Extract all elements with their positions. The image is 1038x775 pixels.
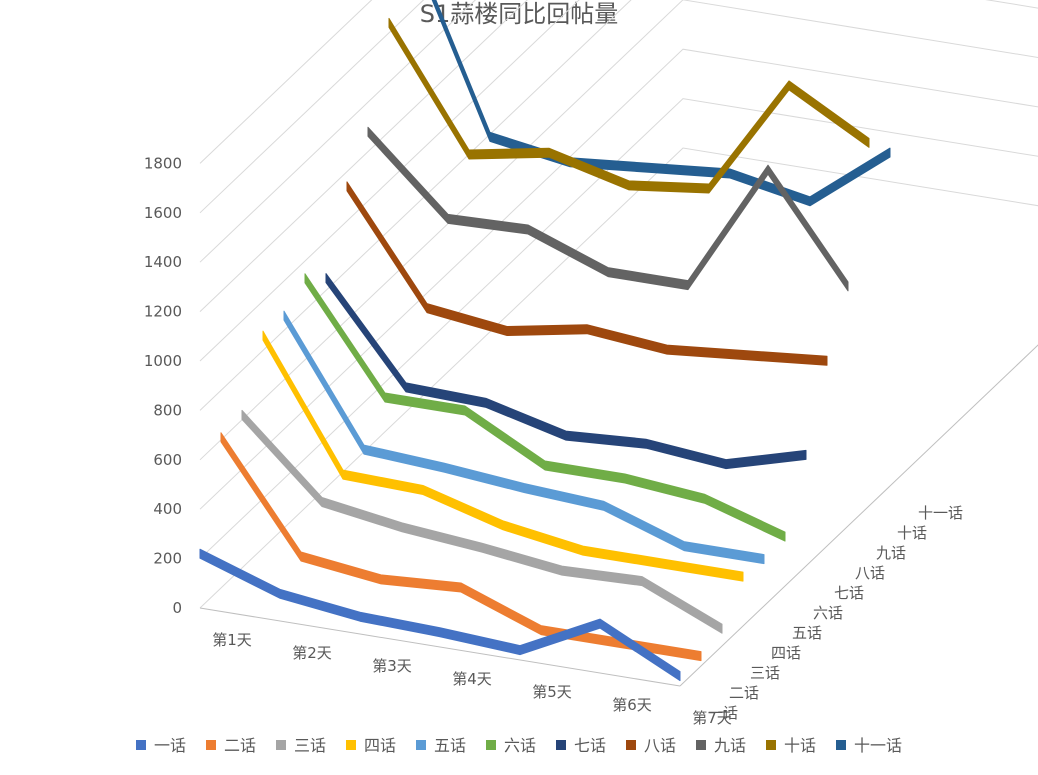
legend-label: 五话 xyxy=(434,736,466,755)
z-tick-label: 800 xyxy=(153,401,182,419)
x-tick-label: 第6天 xyxy=(612,696,652,714)
depth-tick-label: 七话 xyxy=(834,584,864,602)
legend-label: 二话 xyxy=(224,736,256,755)
legend-label: 九话 xyxy=(714,736,746,755)
depth-tick-label: 一话 xyxy=(708,704,738,722)
depth-tick-label: 十话 xyxy=(897,524,927,542)
x-axis-line xyxy=(199,607,681,687)
legend-label: 十话 xyxy=(784,736,816,755)
axes xyxy=(199,344,1038,687)
legend-swatch xyxy=(206,740,216,750)
depth-tick-label: 五话 xyxy=(792,624,822,642)
legend-label: 一话 xyxy=(154,736,186,755)
series-line-8 xyxy=(346,181,828,366)
x-tick-label: 第1天 xyxy=(212,631,252,649)
series-line-5 xyxy=(283,310,765,565)
depth-tick-label: 三话 xyxy=(750,664,780,682)
x-tick-label: 第3天 xyxy=(372,657,412,675)
gridline xyxy=(199,147,1038,609)
x-tick-label: 第2天 xyxy=(292,644,332,662)
gridline xyxy=(199,48,1038,510)
z-tick-label: 400 xyxy=(153,500,182,518)
series-line-6 xyxy=(304,273,786,542)
legend: 一话 二话 三话 四话 五话 六话 七话 八话 九话 十话 十一话 xyxy=(136,736,902,755)
gridline xyxy=(199,0,1038,461)
legend-swatch xyxy=(486,740,496,750)
z-tick-label: 1400 xyxy=(144,253,182,271)
legend-item: 二话 xyxy=(206,736,256,755)
legend-swatch xyxy=(136,740,146,750)
legend-label: 七话 xyxy=(574,736,606,755)
legend-item: 九话 xyxy=(696,736,746,755)
z-tick-label: 1800 xyxy=(144,154,182,172)
series-lines xyxy=(199,0,891,682)
series-line-1 xyxy=(199,548,681,682)
legend-swatch xyxy=(556,740,566,750)
depth-tick-label: 十一话 xyxy=(918,504,963,522)
legend-label: 十一话 xyxy=(854,736,902,755)
z-tick-label: 0 xyxy=(172,599,182,617)
gridline xyxy=(199,0,373,164)
legend-item: 四话 xyxy=(346,736,396,755)
legend-swatch xyxy=(416,740,426,750)
chart-title: S1蒜楼同比回帖量 xyxy=(420,0,619,28)
legend-label: 三话 xyxy=(294,736,326,755)
series-line-4 xyxy=(262,330,744,582)
series-line-10 xyxy=(388,17,870,194)
depth-tick-label: 九话 xyxy=(876,544,906,562)
depth-tick-label: 二话 xyxy=(729,684,759,702)
legend-item: 六话 xyxy=(486,736,536,755)
gridline xyxy=(199,0,528,312)
legend-swatch xyxy=(836,740,846,750)
legend-item: 七话 xyxy=(556,736,606,755)
depth-axis-line xyxy=(679,344,1038,687)
gridline xyxy=(199,0,477,263)
x-tick-label: 第5天 xyxy=(532,683,572,701)
z-tick-label: 200 xyxy=(153,550,182,568)
depth-tick-label: 八话 xyxy=(855,564,885,582)
gridline xyxy=(199,98,1038,559)
gridline xyxy=(199,0,1038,411)
legend-label: 六话 xyxy=(504,736,536,755)
tick-labels: 0 200 400 600 800 1000 1200 1400 1600 1800 第1天第2天第… xyxy=(144,154,963,727)
series-line-9 xyxy=(367,126,849,292)
legend-swatch xyxy=(276,740,286,750)
z-tick-label: 600 xyxy=(153,451,182,469)
legend-swatch xyxy=(766,740,776,750)
legend-item: 十话 xyxy=(766,736,816,755)
x-tick-label: 第7天 xyxy=(692,709,732,727)
series-line-2 xyxy=(220,432,702,662)
depth-tick-label: 六话 xyxy=(813,604,843,622)
legend-item: 一话 xyxy=(136,736,186,755)
legend-item: 十一话 xyxy=(836,736,902,755)
legend-item: 五话 xyxy=(416,736,466,755)
z-tick-label: 1000 xyxy=(144,352,182,370)
depth-tick-label: 四话 xyxy=(771,644,801,662)
legend-swatch xyxy=(626,740,636,750)
legend-label: 八话 xyxy=(644,736,676,755)
gridline xyxy=(199,0,425,214)
z-tick-label: 1600 xyxy=(144,204,182,222)
series-line-7 xyxy=(325,273,807,470)
z-tick-label: 1200 xyxy=(144,303,182,321)
legend-label: 四话 xyxy=(364,736,396,755)
x-tick-label: 第4天 xyxy=(452,670,492,688)
legend-swatch xyxy=(346,740,356,750)
legend-item: 三话 xyxy=(276,736,326,755)
series-line-3 xyxy=(241,409,723,634)
legend-item: 八话 xyxy=(626,736,676,755)
legend-swatch xyxy=(696,740,706,750)
